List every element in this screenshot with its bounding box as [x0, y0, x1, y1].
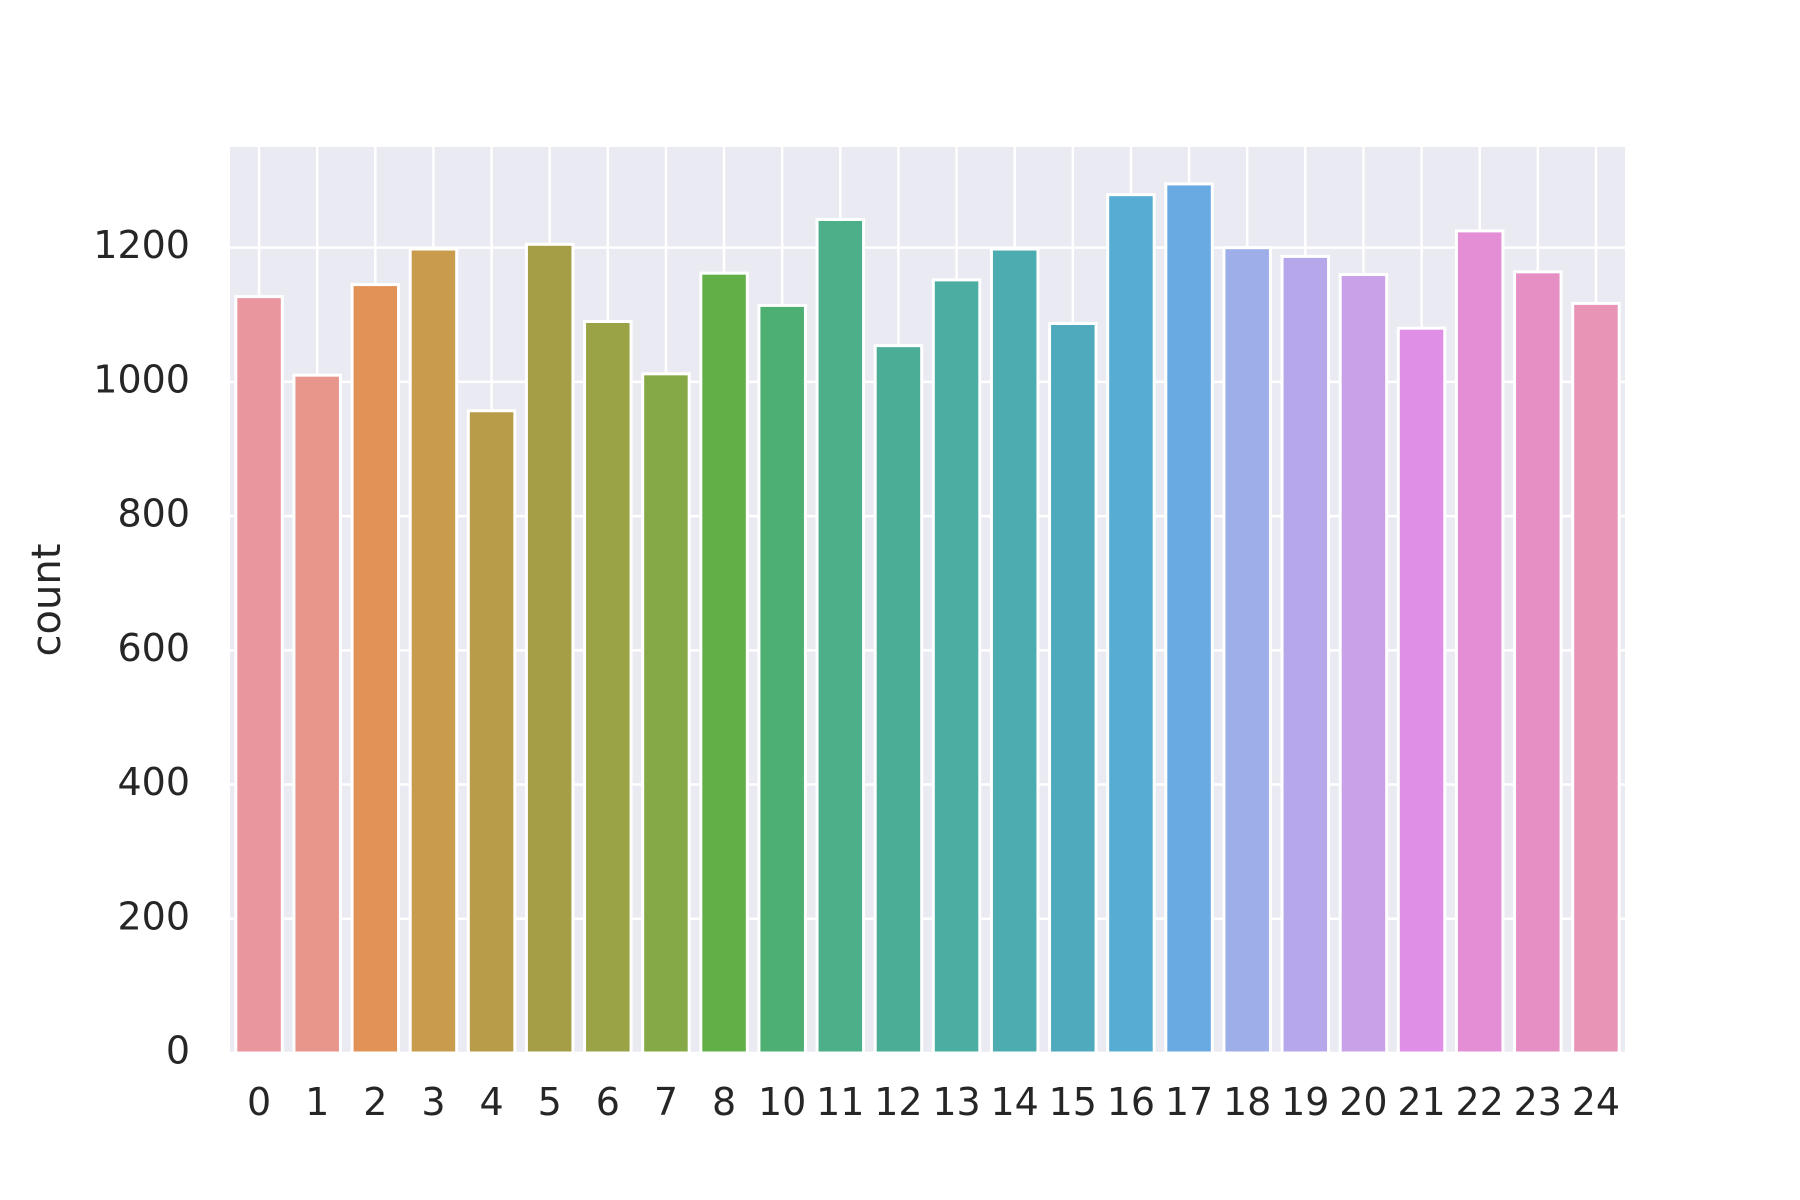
x-tick-label: 24 — [1572, 1080, 1620, 1124]
bars — [234, 182, 1621, 1055]
y-axis-label: count — [24, 544, 70, 657]
x-tick-label: 17 — [1165, 1080, 1213, 1124]
bar-11 — [815, 217, 866, 1055]
x-tick-label: 2 — [363, 1080, 387, 1124]
bar-12 — [873, 344, 924, 1055]
bar-13 — [931, 278, 982, 1055]
x-tick-label: 21 — [1397, 1080, 1445, 1124]
bar-19 — [1280, 254, 1331, 1055]
x-tick-label: 6 — [596, 1080, 620, 1124]
x-tick-label: 0 — [247, 1080, 271, 1124]
bar-10 — [757, 303, 807, 1055]
x-tick-label: 10 — [758, 1080, 806, 1124]
bar-16 — [1106, 193, 1156, 1055]
x-tick-label: 13 — [932, 1080, 980, 1124]
y-tick-label: 600 — [117, 626, 190, 670]
x-tick-label: 5 — [538, 1080, 562, 1124]
bar-20 — [1338, 273, 1389, 1055]
y-tick-label: 0 — [166, 1029, 190, 1073]
x-tick-label: 8 — [712, 1080, 736, 1124]
x-tick-label: 20 — [1339, 1080, 1387, 1124]
x-tick-label: 4 — [479, 1080, 503, 1124]
x-tick-label: 14 — [991, 1080, 1039, 1124]
bar-0 — [234, 295, 284, 1055]
x-tick-label: 15 — [1049, 1080, 1097, 1124]
x-tick-label: 7 — [654, 1080, 678, 1124]
x-tick-label: 19 — [1281, 1080, 1329, 1124]
bar-15 — [1048, 322, 1098, 1055]
bar-21 — [1396, 326, 1447, 1055]
x-tick-label: 3 — [421, 1080, 445, 1124]
bar-24 — [1571, 301, 1621, 1055]
bar-14 — [989, 247, 1040, 1055]
bar-3 — [408, 247, 459, 1055]
y-tick-labels: 0 200 400 600 800 1000 1200 — [93, 223, 190, 1072]
x-tick-label: 1 — [305, 1080, 329, 1124]
bar-5 — [524, 242, 575, 1055]
x-tick-label: 16 — [1107, 1080, 1155, 1124]
bar-23 — [1513, 270, 1563, 1055]
x-tick-label: 22 — [1456, 1080, 1504, 1124]
x-tick-label: 23 — [1514, 1080, 1562, 1124]
y-tick-label: 200 — [117, 894, 190, 938]
y-tick-label: 1200 — [93, 223, 190, 267]
y-tick-label: 1000 — [93, 357, 190, 401]
x-tick-label: 12 — [874, 1080, 922, 1124]
bar-6 — [583, 319, 633, 1055]
bar-17 — [1164, 182, 1214, 1055]
x-tick-label: 11 — [816, 1080, 864, 1124]
bar-22 — [1454, 229, 1505, 1055]
plot-background — [230, 147, 1625, 1053]
x-tick-label: 18 — [1223, 1080, 1271, 1124]
bar-2 — [350, 283, 401, 1055]
bar-7 — [641, 372, 691, 1055]
x-tick-labels: 0 1 2 3 4 5 6 7 8 10 11 12 13 14 15 16 17 18 19 20 21 22 23 24 — [247, 1080, 1620, 1124]
bar-4 — [466, 409, 517, 1055]
bar-1 — [292, 373, 342, 1055]
y-tick-label: 800 — [117, 492, 190, 536]
y-tick-label: 400 — [117, 760, 190, 804]
bar-18 — [1222, 246, 1272, 1055]
bar-8 — [699, 271, 749, 1055]
